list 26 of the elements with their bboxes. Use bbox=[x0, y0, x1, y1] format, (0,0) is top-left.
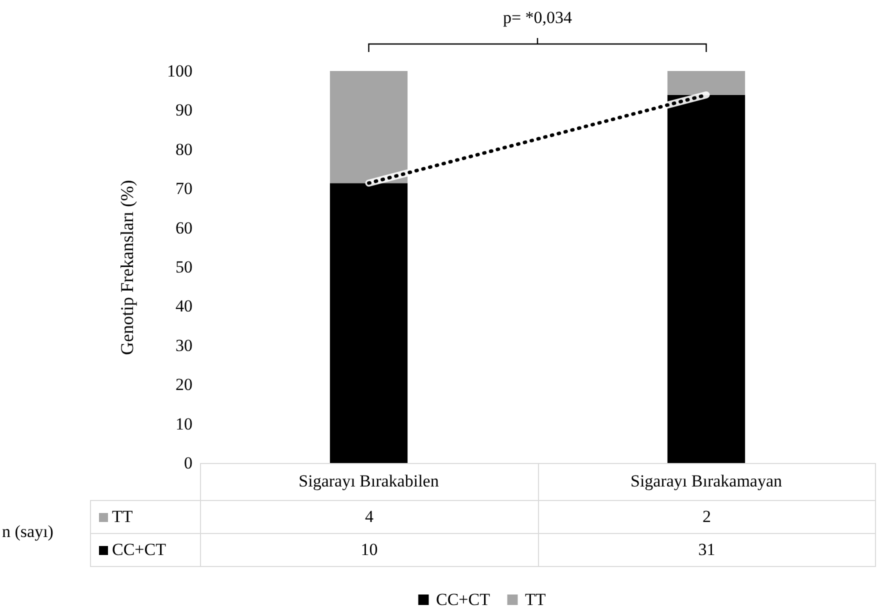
y-tick-label: 100 bbox=[167, 62, 192, 80]
text: n (sayı) bbox=[2, 522, 54, 542]
legend-label: TT bbox=[90, 500, 201, 534]
text: 2 bbox=[538, 500, 876, 534]
y-tick-label: 50 bbox=[176, 258, 192, 276]
bar bbox=[330, 71, 408, 184]
y-tick-label: 60 bbox=[176, 218, 192, 238]
y-tick-label: 80 bbox=[176, 140, 192, 159]
text: p= *0,034 bbox=[502, 8, 572, 28]
text: CC+CT bbox=[112, 540, 166, 559]
text: TT bbox=[525, 590, 546, 609]
y-tick-label: 40 bbox=[176, 296, 192, 316]
text: 4 bbox=[200, 500, 538, 534]
x-tick-label: Sigarayı Bırakabilen bbox=[298, 472, 440, 490]
y-tick-label: 90 bbox=[176, 100, 192, 120]
text: 31 bbox=[538, 533, 876, 567]
y-tick-label: 30 bbox=[176, 336, 192, 355]
bar bbox=[667, 71, 746, 95]
y-tick-label: 20 bbox=[176, 375, 192, 394]
x-tick-label: Sigarayı Bırakamayan bbox=[630, 472, 783, 490]
y-tick-label: 10 bbox=[176, 414, 192, 434]
y-tick-label: 0 bbox=[184, 454, 192, 472]
legend-label: CC+CT bbox=[436, 590, 491, 609]
y-axis-title: Genotip Frekansları (%) bbox=[117, 180, 137, 355]
text: 10 bbox=[200, 533, 538, 567]
y-tick-label: 70 bbox=[176, 179, 192, 198]
